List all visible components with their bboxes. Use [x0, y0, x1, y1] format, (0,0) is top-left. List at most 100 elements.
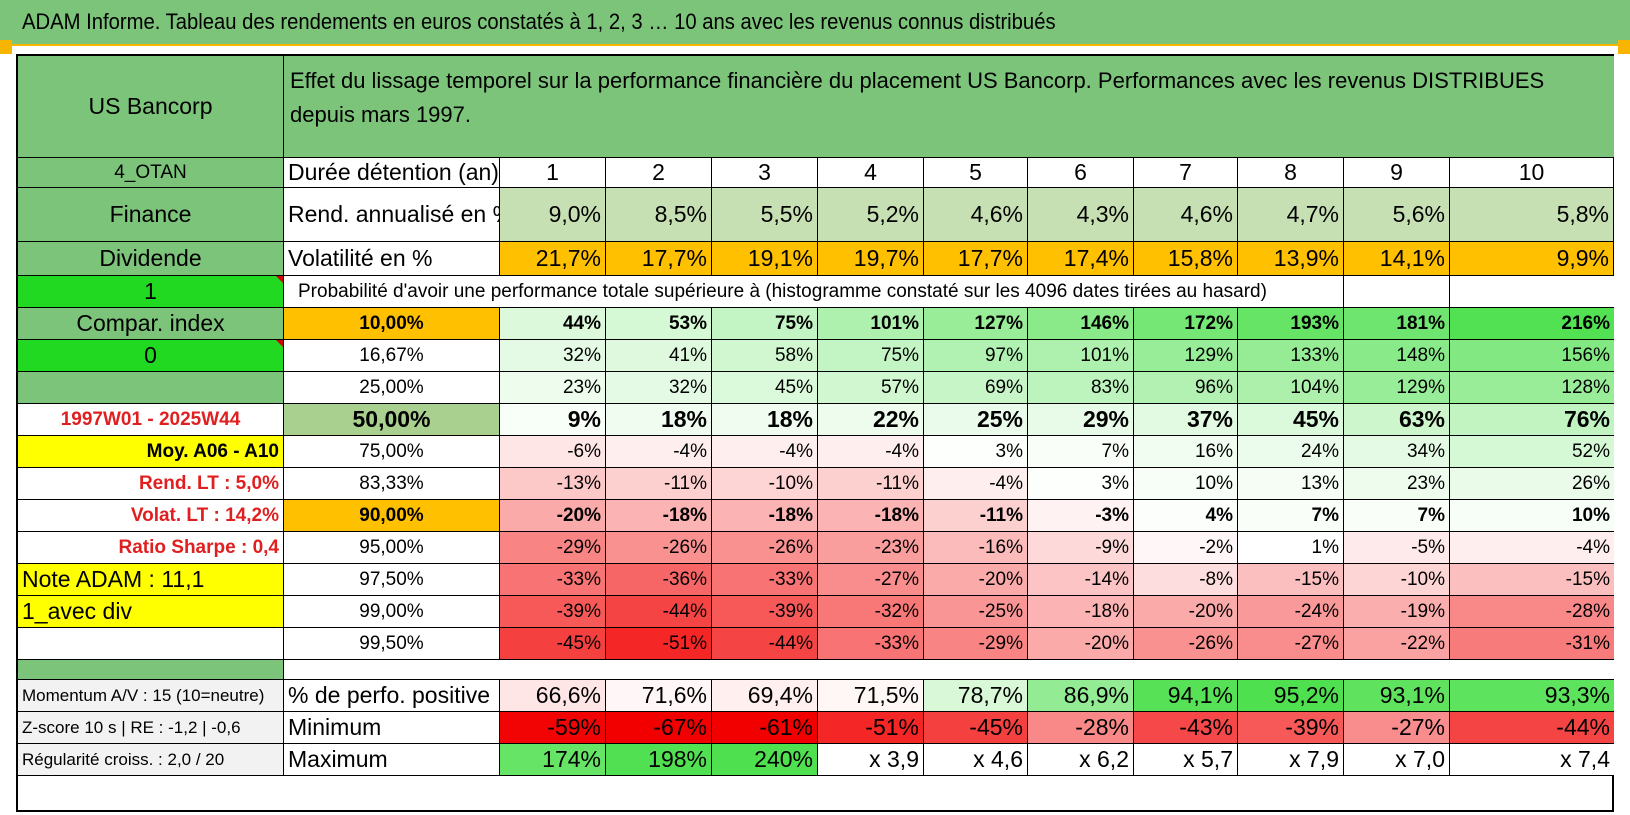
perf-cell-r7-c2: -18% [606, 500, 712, 532]
perf-cell-r1-c3: 75% [712, 308, 818, 340]
min-cell-6: -28% [1028, 712, 1134, 744]
type-label: Dividende [18, 242, 284, 276]
rend-cell-6: 4,3% [1028, 188, 1134, 242]
duration-header-5: 5 [924, 158, 1028, 188]
perf-cell-r6-c8: 13% [1238, 468, 1344, 500]
rend-cell-5: 4,6% [924, 188, 1028, 242]
perf-cell-r5-c9: 34% [1344, 436, 1450, 468]
perf-cell-r5-c7: 16% [1134, 436, 1238, 468]
perf-cell-r1-c8: 193% [1238, 308, 1344, 340]
period-label: 1997W01 - 2025W44 [18, 404, 284, 436]
perf-cell-r4-c4: 22% [818, 404, 924, 436]
perf-cell-r2-c1: 32% [500, 340, 606, 372]
perf-cell-r7-c6: -3% [1028, 500, 1134, 532]
perf-cell-r4-c10: 76% [1450, 404, 1614, 436]
rend-cell-1: 9,0% [500, 188, 606, 242]
percentile-6: 83,33% [284, 468, 500, 500]
perf-cell-r8-c9: -5% [1344, 532, 1450, 564]
percentile-3: 25,00% [284, 372, 500, 404]
perf-cell-r11-c10: -31% [1450, 628, 1614, 660]
title-bar: ADAM Informe. Tableau des rendements en … [0, 0, 1630, 46]
rend-cell-3: 5,5% [712, 188, 818, 242]
max-cell-9: x 7,0 [1344, 744, 1450, 776]
perf-cell-r6-c3: -10% [712, 468, 818, 500]
perf-cell-r2-c8: 133% [1238, 340, 1344, 372]
vol-cell-5: 17,7% [924, 242, 1028, 276]
rend-cell-7: 4,6% [1134, 188, 1238, 242]
percentile-10: 99,00% [284, 596, 500, 628]
perf-cell-r3-c2: 32% [606, 372, 712, 404]
perf-cell-r7-c5: -11% [924, 500, 1028, 532]
perf-cell-r6-c2: -11% [606, 468, 712, 500]
perf-cell-r5-c5: 3% [924, 436, 1028, 468]
perf-cell-r11-c1: -45% [500, 628, 606, 660]
perf-cell-r11-c5: -29% [924, 628, 1028, 660]
perf-cell-r3-c8: 104% [1238, 372, 1344, 404]
perf-cell-r5-c10: 52% [1450, 436, 1614, 468]
max-cell-10: x 7,4 [1450, 744, 1614, 776]
perf-cell-r3-c10: 128% [1450, 372, 1614, 404]
pos-cell-1: 66,6% [500, 680, 606, 712]
min-cell-9: -27% [1344, 712, 1450, 744]
perf-cell-r3-c9: 129% [1344, 372, 1450, 404]
otan-label: 4_OTAN [18, 158, 284, 188]
duration-header-7: 7 [1134, 158, 1238, 188]
perf-cell-r3-c4: 57% [818, 372, 924, 404]
sharpe-label: Ratio Sharpe : 0,4 [18, 532, 284, 564]
pos-cell-2: 71,6% [606, 680, 712, 712]
perf-cell-r9-c5: -20% [924, 564, 1028, 596]
min-cell-2: -67% [606, 712, 712, 744]
perf-cell-r6-c7: 10% [1134, 468, 1238, 500]
duration-header-9: 9 [1344, 158, 1450, 188]
perf-cell-r10-c8: -24% [1238, 596, 1344, 628]
corner-mark-right [1618, 40, 1630, 54]
max-cell-7: x 5,7 [1134, 744, 1238, 776]
perf-cell-r6-c9: 23% [1344, 468, 1450, 500]
rend-cell-4: 5,2% [818, 188, 924, 242]
perf-cell-r10-c5: -25% [924, 596, 1028, 628]
perf-cell-r8-c7: -2% [1134, 532, 1238, 564]
max-cell-1: 174% [500, 744, 606, 776]
perf-cell-r2-c4: 75% [818, 340, 924, 372]
perf-cell-r5-c3: -4% [712, 436, 818, 468]
perf-cell-r4-c3: 18% [712, 404, 818, 436]
vol-cell-1: 21,7% [500, 242, 606, 276]
max-cell-3: 240% [712, 744, 818, 776]
avec-div-label: 1_avec div [18, 596, 284, 628]
perf-cell-r6-c6: 3% [1028, 468, 1134, 500]
perf-cell-r5-c4: -4% [818, 436, 924, 468]
max-cell-6: x 6,2 [1028, 744, 1134, 776]
perf-cell-r8-c4: -23% [818, 532, 924, 564]
vol-cell-2: 17,7% [606, 242, 712, 276]
perf-cell-r3-c5: 69% [924, 372, 1028, 404]
duration-header-8: 8 [1238, 158, 1344, 188]
perf-cell-r9-c10: -15% [1450, 564, 1614, 596]
perf-cell-r6-c5: -4% [924, 468, 1028, 500]
perf-cell-r7-c3: -18% [712, 500, 818, 532]
perf-cell-r8-c1: -29% [500, 532, 606, 564]
perf-cell-r11-c8: -27% [1238, 628, 1344, 660]
perf-cell-r5-c6: 7% [1028, 436, 1134, 468]
pos-cell-8: 95,2% [1238, 680, 1344, 712]
perf-cell-r1-c5: 127% [924, 308, 1028, 340]
perf-cell-r1-c6: 146% [1028, 308, 1134, 340]
duration-header-3: 3 [712, 158, 818, 188]
perf-cell-r1-c10: 216% [1450, 308, 1614, 340]
perf-cell-r9-c1: -33% [500, 564, 606, 596]
perf-cell-r3-c1: 23% [500, 372, 606, 404]
perf-cell-r10-c9: -19% [1344, 596, 1450, 628]
rend-cell-10: 5,8% [1450, 188, 1614, 242]
perf-cell-r10-c3: -39% [712, 596, 818, 628]
perf-cell-r4-c2: 18% [606, 404, 712, 436]
left-blank [18, 372, 284, 404]
rend-cell-8: 4,7% [1238, 188, 1344, 242]
percentile-9: 97,50% [284, 564, 500, 596]
vol-cell-7: 15,8% [1134, 242, 1238, 276]
perf-cell-r2-c7: 129% [1134, 340, 1238, 372]
rend-cell-9: 5,6% [1344, 188, 1450, 242]
min-cell-1: -59% [500, 712, 606, 744]
perf-cell-r9-c3: -33% [712, 564, 818, 596]
perf-cell-r9-c8: -15% [1238, 564, 1344, 596]
prob-label: Probabilité d'avoir une performance tota… [284, 276, 1344, 308]
pos-cell-4: 71,5% [818, 680, 924, 712]
